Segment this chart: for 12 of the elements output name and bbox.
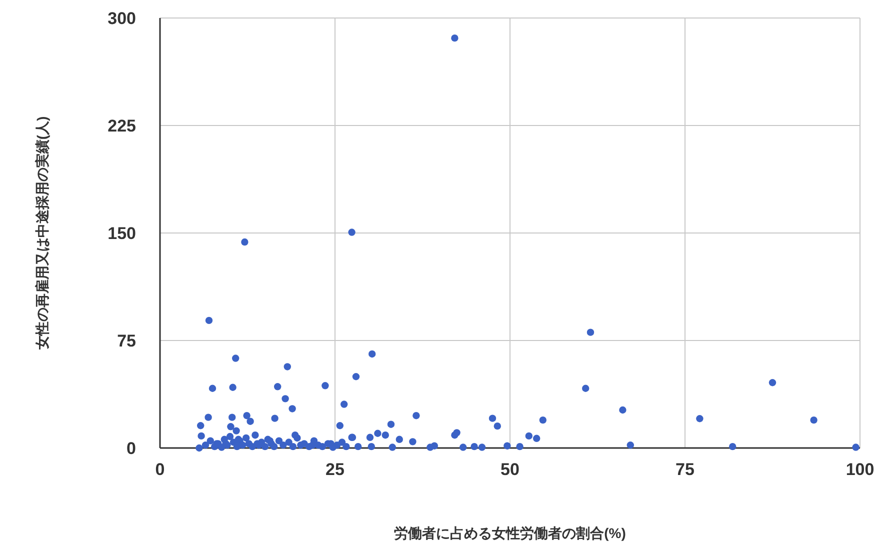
- y-tick-label: 225: [108, 116, 136, 136]
- x-tick-label: 50: [500, 460, 520, 479]
- y-tick-label: 75: [117, 332, 136, 350]
- x-tick-label: 100: [846, 460, 874, 479]
- y-tick-label: 300: [108, 9, 136, 28]
- y-axis-title: 女性の再雇用又は中途採用の実績(人): [34, 116, 50, 351]
- x-axis-title: 労働者に占める女性労働者の割合(%): [394, 525, 626, 541]
- y-tick-label: 0: [126, 439, 136, 458]
- x-tick-label: 75: [676, 460, 694, 479]
- y-tick-label: 150: [108, 224, 136, 243]
- x-tick-label: 0: [155, 460, 165, 479]
- x-tick-label: 25: [326, 460, 344, 479]
